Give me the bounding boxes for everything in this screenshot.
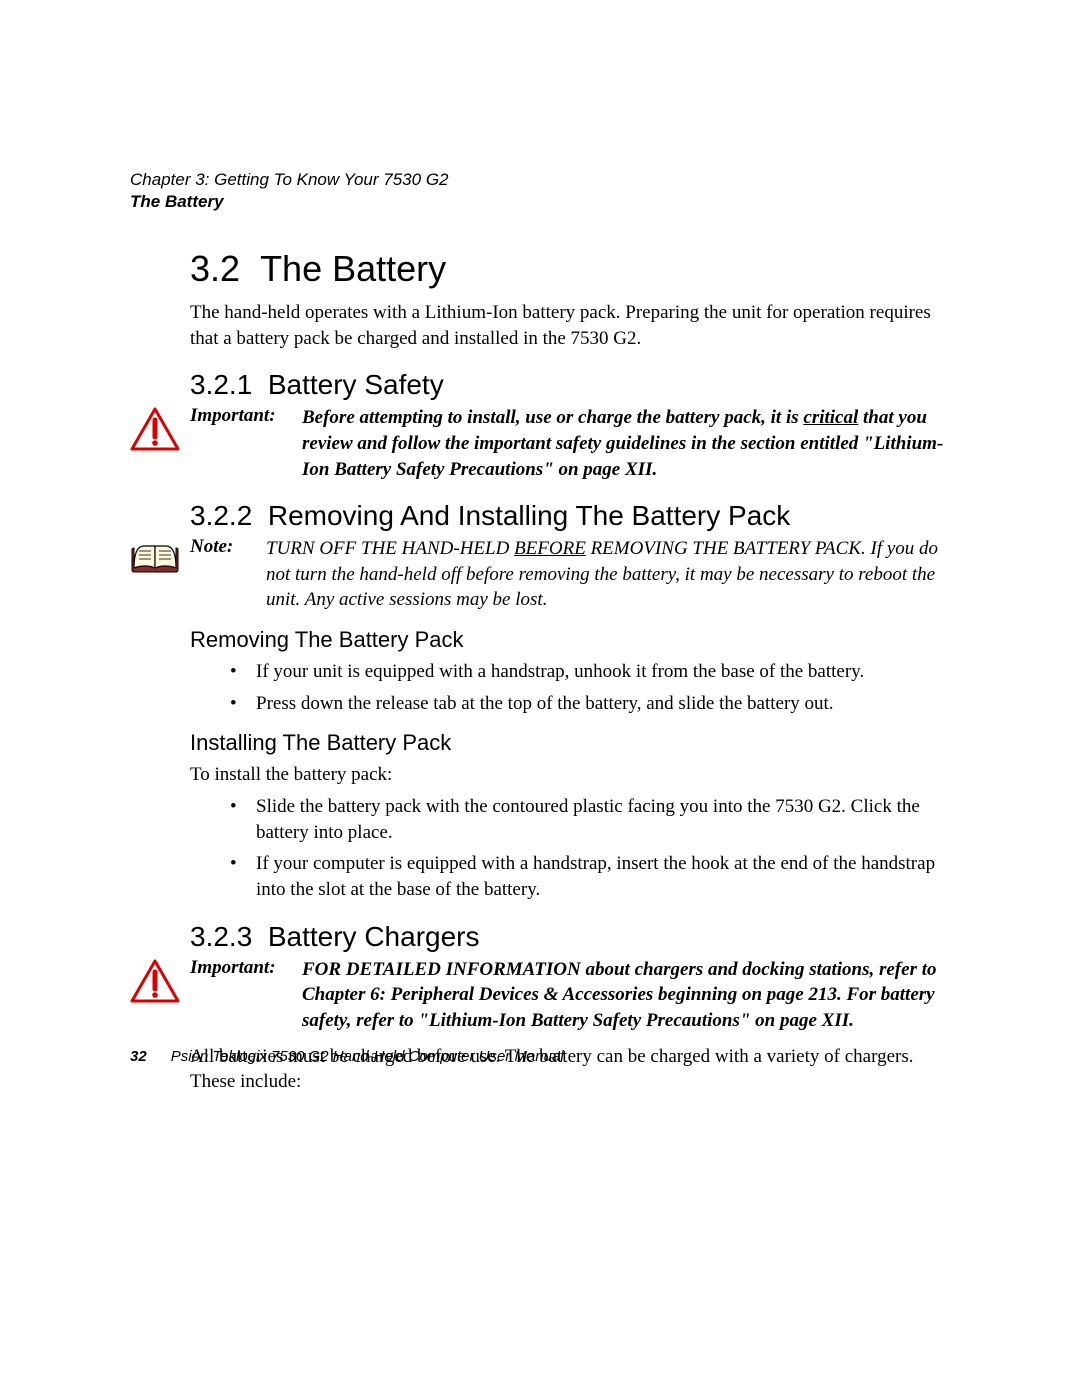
heading-number: 3.2 — [190, 248, 240, 289]
important-text: Before attempting to install, use or cha… — [302, 405, 950, 482]
list-item: Press down the release tab at the top of… — [230, 691, 950, 717]
running-header-chapter: Chapter 3: Getting To Know Your 7530 G2 — [130, 170, 950, 190]
installing-intro: To install the battery pack: — [190, 762, 950, 788]
list-item: If your computer is equipped with a hand… — [230, 851, 950, 902]
important-callout-321: Important: Before attempting to install,… — [190, 405, 950, 482]
note-callout-322: Note: TURN OFF THE HAND-HELD BEFORE REMO… — [190, 536, 950, 613]
text-underlined: critical — [803, 407, 858, 428]
heading-3-2-2: 3.2.2 Removing And Installing The Batter… — [190, 500, 950, 532]
installing-list: Slide the battery pack with the contoure… — [230, 794, 950, 903]
list-item: If your unit is equipped with a handstra… — [230, 659, 950, 685]
text-pre: Before attempting to install, use or cha… — [302, 407, 803, 428]
heading-title: Battery Chargers — [268, 921, 480, 952]
note-icon — [130, 538, 180, 579]
heading-removing: Removing The Battery Pack — [190, 627, 950, 653]
important-label: Important: — [190, 405, 302, 427]
note-label: Note: — [190, 536, 266, 558]
running-header-section: The Battery — [130, 192, 950, 212]
heading-3-2-3: 3.2.3 Battery Chargers — [190, 921, 950, 953]
heading-title: The Battery — [260, 248, 446, 289]
text-pre: TURN OFF THE HAND-HELD — [266, 538, 514, 559]
text-underlined: BEFORE — [514, 538, 586, 559]
heading-number: 3.2.2 — [190, 500, 252, 531]
footer-text: Psion Teklogix 7530 G2 Hand-Held Compute… — [171, 1048, 564, 1065]
warning-icon — [130, 959, 180, 1008]
body-content: 3.2 The Battery The hand-held operates w… — [190, 248, 950, 1095]
heading-installing: Installing The Battery Pack — [190, 730, 950, 756]
important-callout-323: Important: FOR DETAILED INFORMATION abou… — [190, 957, 950, 1034]
heading-title: Removing And Installing The Battery Pack — [268, 500, 790, 531]
list-item: Slide the battery pack with the contoure… — [230, 794, 950, 845]
removing-list: If your unit is equipped with a handstra… — [230, 659, 950, 716]
important-label: Important: — [190, 957, 302, 979]
heading-number: 3.2.3 — [190, 921, 252, 952]
warning-icon — [130, 407, 180, 456]
heading-title: Battery Safety — [268, 369, 444, 400]
heading-3-2: 3.2 The Battery — [190, 248, 950, 290]
note-text: TURN OFF THE HAND-HELD BEFORE REMOVING T… — [266, 536, 950, 613]
heading-number: 3.2.1 — [190, 369, 252, 400]
intro-3-2: The hand-held operates with a Lithium-Io… — [190, 300, 950, 351]
heading-3-2-1: 3.2.1 Battery Safety — [190, 369, 950, 401]
page-footer: 32 Psion Teklogix 7530 G2 Hand-Held Compu… — [130, 1048, 564, 1065]
page-number: 32 — [130, 1048, 147, 1065]
page-content: Chapter 3: Getting To Know Your 7530 G2 … — [130, 170, 950, 1095]
important-text: FOR DETAILED INFORMATION about chargers … — [302, 957, 950, 1034]
